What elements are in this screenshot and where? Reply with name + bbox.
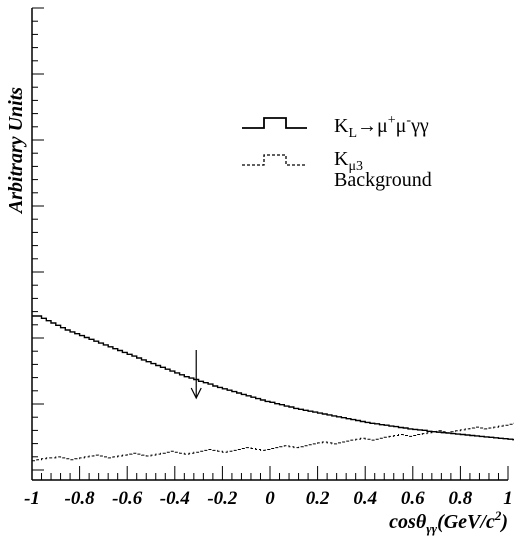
legend-signal-mu1: μ [377, 115, 388, 137]
x-title-sub: γγ [426, 521, 437, 536]
legend-signal-mu2: μ [396, 115, 407, 137]
x-tick-label: -0.4 [160, 488, 190, 509]
legend-signal-minus: - [406, 113, 411, 128]
x-tick-labels: -1 -0.8 -0.6 -0.4 -0.2 0 0.2 0.4 0.6 0.8 1 [24, 488, 513, 509]
x-tick-label: 0 [265, 488, 275, 509]
x-tick-label: -1 [24, 488, 40, 509]
x-axis-title: cosθγγ(GeV/c2) [389, 508, 508, 536]
x-tick-label: 0.8 [449, 488, 473, 509]
x-title-units-close: ) [499, 511, 508, 533]
x-tick-label: -0.8 [65, 488, 96, 509]
legend-signal-L: L [348, 126, 357, 141]
legend-signal-label: KL→μ+μ-γγ [334, 113, 429, 141]
x-tick-label: -0.2 [207, 488, 238, 509]
series-group [32, 315, 514, 462]
x-tick-label: -0.6 [112, 488, 143, 509]
x-tick-label: 1 [503, 488, 513, 509]
x-title-units-sup: 2 [494, 508, 502, 523]
legend-signal-gg: γγ [410, 115, 429, 137]
legend: KL→μ+μ-γγ Kμ3 Background [242, 113, 432, 191]
legend-background-sub: μ3 [348, 159, 363, 174]
y-axis-title: Arbitrary Units [5, 87, 27, 215]
legend-background-line2: Background [334, 169, 432, 191]
series-line-background [32, 422, 514, 462]
legend-signal-swatch [242, 117, 307, 129]
x-ticks [31, 466, 509, 480]
x-tick-label: 0.6 [401, 488, 425, 509]
cut-arrow [190, 350, 202, 400]
legend-background-swatch [242, 154, 307, 166]
x-title-cos: cos [389, 511, 416, 533]
legend-signal-K: K [334, 115, 349, 137]
legend-signal-plus: + [388, 113, 396, 128]
legend-background-label: Kμ3 [334, 148, 363, 174]
x-tick-label: 0.4 [353, 488, 377, 509]
x-title-theta: θ [416, 511, 427, 533]
y-ticks [32, 7, 44, 471]
x-tick-label: 0.2 [306, 488, 330, 509]
legend-signal-arrow: → [357, 115, 377, 137]
legend-background-K: K [334, 148, 349, 170]
x-title-units: (GeV/c [437, 511, 495, 533]
series-line-signal [32, 315, 514, 441]
